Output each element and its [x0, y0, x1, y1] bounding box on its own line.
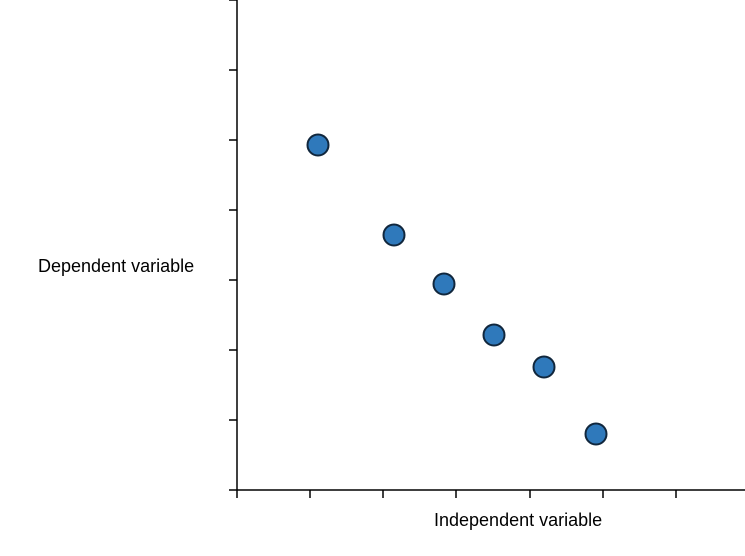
- y-axis-label: Dependent variable: [38, 256, 194, 277]
- chart-canvas: [0, 0, 745, 556]
- data-point: [586, 424, 607, 445]
- data-point: [434, 274, 455, 295]
- data-point: [308, 135, 329, 156]
- data-point: [534, 357, 555, 378]
- data-point: [384, 225, 405, 246]
- chart-background: [0, 0, 745, 556]
- x-axis-label: Independent variable: [434, 510, 602, 531]
- data-point: [484, 325, 505, 346]
- scatter-chart: Dependent variable Independent variable: [0, 0, 745, 556]
